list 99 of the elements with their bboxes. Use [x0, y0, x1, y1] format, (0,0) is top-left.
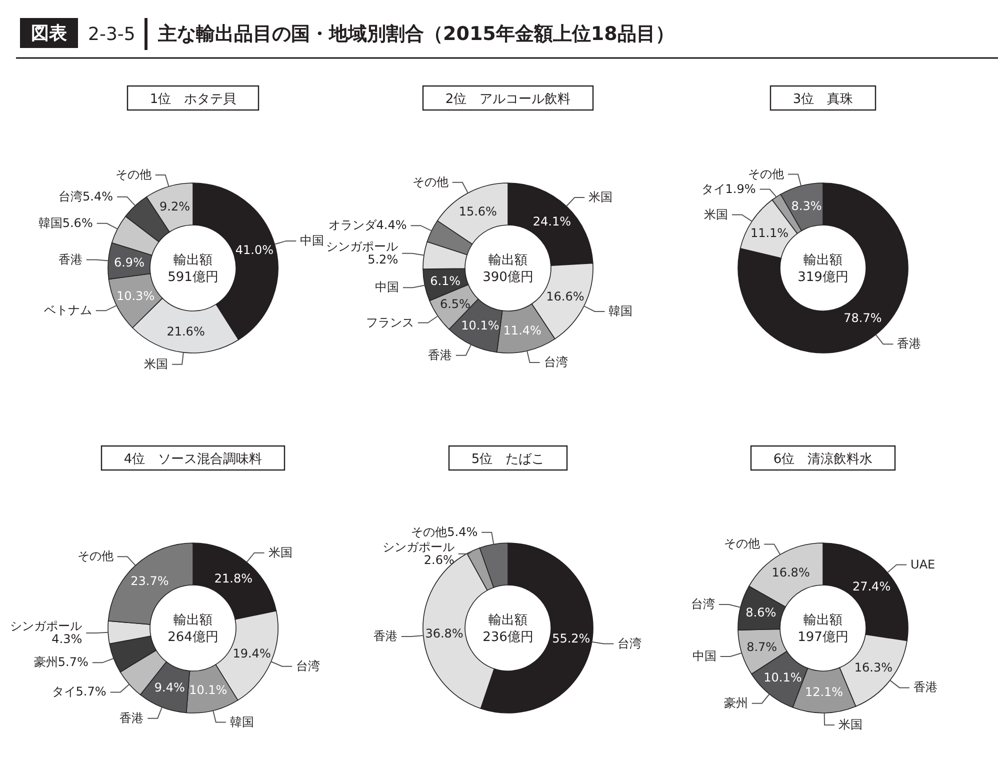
- slice-label: 韓国: [608, 304, 633, 318]
- chart-title: 4位 ソース混合調味料: [124, 452, 262, 467]
- text: 輸出額: [804, 253, 842, 268]
- data-label: 21.6%: [166, 324, 205, 339]
- slice-label: 台湾: [544, 355, 568, 370]
- slice-label: 米国: [838, 717, 863, 732]
- slice-label: その他: [748, 166, 784, 181]
- slice-label: 米国: [588, 190, 613, 204]
- data-label: 9.2%: [160, 200, 190, 214]
- data-label: 8.7%: [746, 640, 778, 654]
- data-label: 6.5%: [440, 297, 470, 312]
- data-label: 10.1%: [461, 318, 500, 333]
- slice-label: 米国: [704, 207, 728, 222]
- data-label: 24.1%: [532, 214, 572, 228]
- data-label: 55.2%: [552, 631, 590, 646]
- text: 輸出額: [488, 253, 528, 268]
- data-label: 4.3%: [52, 632, 82, 646]
- slice-label: その他: [411, 524, 448, 539]
- slice-label: 米国: [268, 545, 292, 560]
- slice-label: ベトナム: [44, 303, 92, 318]
- data-label: 11.1%: [750, 226, 789, 240]
- data-label: 2.6%: [424, 552, 454, 567]
- data-label: 10.1%: [764, 670, 802, 685]
- data-label: 41.0%: [235, 243, 274, 258]
- text: 図表: [31, 23, 67, 44]
- data-label: 5.4%: [447, 524, 478, 539]
- slice-label: シンガポール: [326, 239, 398, 254]
- data-label: 12.1%: [804, 684, 844, 699]
- text: 390億円: [482, 270, 534, 285]
- chart-title: 1位 ホタテ貝: [150, 92, 236, 107]
- slice-label: 韓国: [230, 714, 254, 729]
- data-label: 5.7%: [58, 655, 88, 670]
- slice-label: 香港: [428, 348, 452, 362]
- slice-label: 中国: [375, 280, 400, 294]
- data-label: 5.7%: [76, 684, 106, 699]
- slice-label: 中国: [692, 649, 716, 664]
- data-label: 19.4%: [232, 646, 271, 660]
- data-label: 27.4%: [852, 579, 891, 594]
- data-label: 1.9%: [725, 182, 756, 196]
- slice-label: 台湾: [618, 636, 642, 650]
- text: 319億円: [798, 270, 848, 285]
- data-label: 9.4%: [154, 680, 185, 695]
- slice-label: 豪州: [724, 696, 748, 710]
- data-label: 16.8%: [772, 566, 810, 580]
- slice-label: 米国: [144, 356, 168, 371]
- slice-label: その他: [724, 536, 760, 551]
- data-label: 8.6%: [746, 605, 776, 620]
- slice-label: シンガポール: [382, 540, 454, 554]
- text: 輸出額: [804, 613, 842, 628]
- slice-label: UAE: [910, 557, 936, 572]
- text: 2-3-5: [88, 24, 136, 45]
- text: 輸出額: [174, 253, 212, 268]
- text: 236億円: [482, 630, 534, 645]
- data-label: 15.6%: [458, 204, 497, 219]
- chart-title: 5位 たばこ: [471, 452, 545, 467]
- data-label: 6.1%: [430, 274, 461, 288]
- slice-label: タイ: [52, 684, 76, 699]
- chart-title: 3位 真珠: [792, 92, 854, 107]
- slice-label: 香港: [120, 710, 144, 725]
- slice-label: 香港: [897, 336, 922, 351]
- data-label: 23.7%: [130, 574, 169, 588]
- data-label: 5.2%: [368, 252, 398, 266]
- text: 591億円: [168, 270, 218, 285]
- data-label: 10.1%: [189, 683, 228, 698]
- slice-label: その他: [115, 168, 152, 182]
- data-label: 36.8%: [425, 626, 464, 641]
- data-label: 21.8%: [214, 571, 253, 586]
- slice-label: 中国: [300, 233, 324, 248]
- slice-label: タイ: [701, 182, 726, 196]
- data-label: 16.3%: [854, 660, 893, 674]
- slice-label: 台湾: [58, 189, 83, 204]
- slice-label: オランダ: [328, 218, 378, 232]
- data-label: 4.4%: [376, 218, 407, 232]
- data-label: 10.3%: [116, 289, 155, 304]
- data-label: 8.3%: [791, 199, 822, 214]
- data-label: 16.6%: [546, 290, 584, 304]
- slice-label: 香港: [913, 680, 938, 694]
- text: 輸出額: [174, 613, 212, 628]
- chart-title: 2位 アルコール飲料: [445, 92, 571, 107]
- text: 主な輸出品目の国・地域別割合（2015年金額上位18品目）: [157, 23, 674, 45]
- data-label: 5.4%: [82, 189, 114, 204]
- chart-title: 6位 清涼飲料水: [773, 452, 873, 467]
- slice-label: 豪州: [34, 655, 58, 670]
- text: 197億円: [798, 630, 848, 645]
- slice-label: 台湾: [690, 596, 715, 611]
- slice-label: その他: [77, 549, 114, 564]
- slice-label: フランス: [366, 315, 414, 330]
- slice-label: シンガポール: [10, 619, 82, 634]
- slice-label: その他: [412, 174, 448, 189]
- data-label: 78.7%: [844, 311, 882, 326]
- slice-label: 香港: [373, 629, 398, 644]
- slice-label: 台湾: [296, 658, 320, 673]
- data-label: 11.4%: [503, 323, 542, 338]
- slice-label: 香港: [58, 252, 82, 266]
- data-label: 5.6%: [62, 216, 93, 230]
- text: 輸出額: [488, 613, 528, 628]
- text: 264億円: [168, 630, 218, 645]
- data-label: 6.9%: [114, 256, 144, 270]
- slice-label: 韓国: [38, 216, 62, 230]
